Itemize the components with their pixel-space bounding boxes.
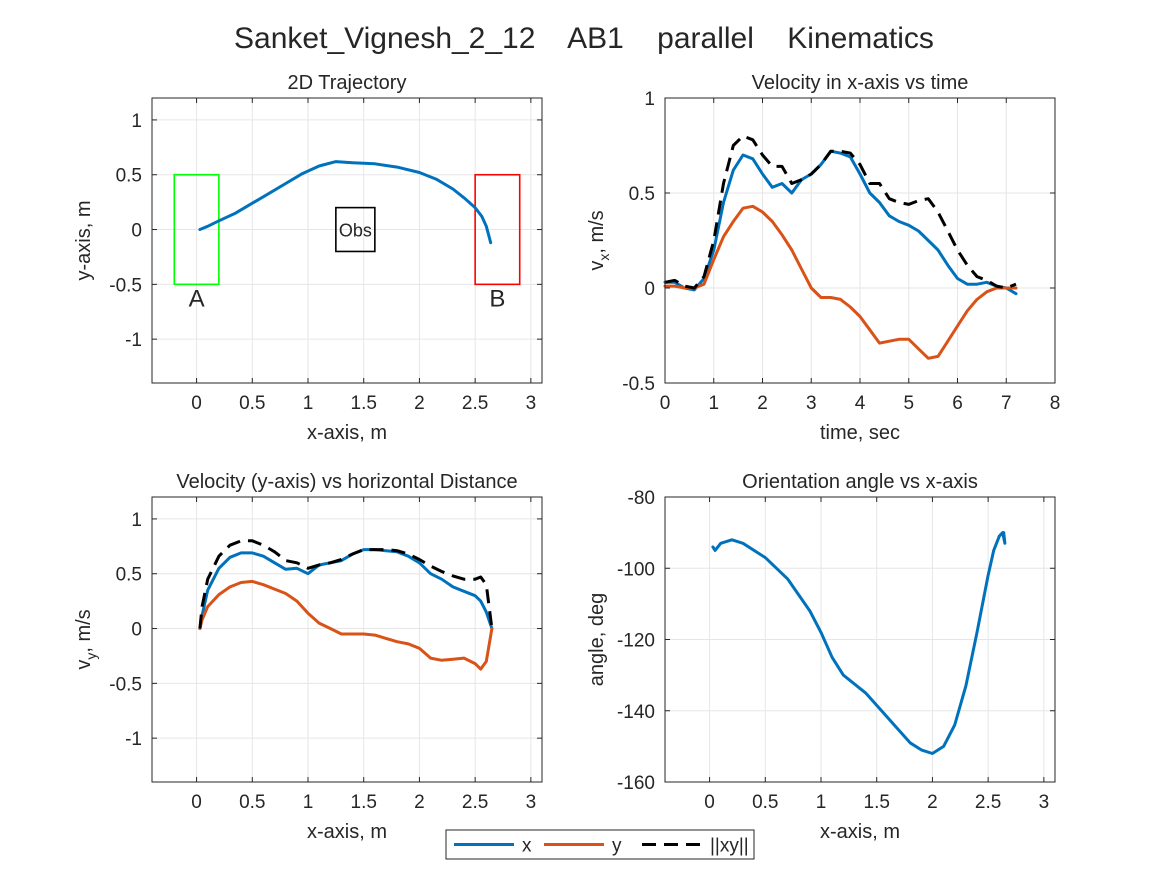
velocity-y-axes: 0 0.5 1 1.5 2 2.5 3 -1 -0.5 0 0.5 1 Velocity (y-axis… xyxy=(73,471,543,843)
legend-label-0: x xyxy=(522,836,532,857)
obstacle-label: Obs xyxy=(339,221,372,241)
axes-title: 2D Trajectory xyxy=(288,72,407,94)
x-tick-label: 3 xyxy=(806,393,817,414)
x-tick-label: 1.5 xyxy=(351,792,377,813)
y-tick-label: -120 xyxy=(617,631,655,652)
x-tick-label: 0.5 xyxy=(239,393,265,414)
x-tick-label: 2.5 xyxy=(462,792,488,813)
x-tick-label: 1.5 xyxy=(864,792,890,813)
x-tick-label: 3 xyxy=(526,393,537,414)
series-line-x xyxy=(198,548,494,630)
y-tick-label: -1 xyxy=(125,729,142,750)
x-tick-label: 2 xyxy=(757,393,768,414)
y-axis-label: vy, m/s xyxy=(73,609,99,669)
x-tick-label: 5 xyxy=(903,393,914,414)
x-tick-label: 2.5 xyxy=(462,393,488,414)
series-line-x xyxy=(198,160,493,245)
goal-zone-B-rect xyxy=(474,173,521,286)
x-tick-label: 1 xyxy=(816,792,827,813)
start-zone-A-label: A xyxy=(189,285,205,312)
x-tick-label: 0 xyxy=(191,393,202,414)
series-line-x xyxy=(663,149,1018,296)
x-tick-label: 0 xyxy=(191,792,202,813)
y-tick-label: 1 xyxy=(131,510,142,531)
x-tick-label: 0 xyxy=(704,792,715,813)
y-tick-label: -0.5 xyxy=(622,374,655,395)
series-line-xy xyxy=(664,134,1017,290)
y-tick-label: 0 xyxy=(131,620,142,641)
axes-title: Orientation angle vs x-axis xyxy=(742,471,978,493)
obstacle-rect xyxy=(335,206,376,253)
y-axis-label: angle, deg xyxy=(586,593,608,686)
x-tick-label: 1 xyxy=(708,393,719,414)
y-axis-label: vx, m/s xyxy=(586,210,612,270)
y-tick-label: 0.5 xyxy=(629,184,655,205)
x-tick-label: 0 xyxy=(660,393,671,414)
series-line-y xyxy=(663,204,1018,360)
y-tick-label: -80 xyxy=(628,488,655,509)
legend-label-2: ||xy|| xyxy=(710,836,749,857)
x-tick-label: 2 xyxy=(414,393,425,414)
y-tick-label: 1 xyxy=(131,111,142,132)
y-tick-label: -160 xyxy=(617,773,655,794)
legend-label-1: y xyxy=(612,836,622,857)
x-tick-label: 1.5 xyxy=(351,393,377,414)
axes-title: Velocity (y-axis) vs horizontal Distance xyxy=(176,471,517,493)
x-tick-label: 7 xyxy=(1001,393,1012,414)
x-tick-label: 3 xyxy=(526,792,537,813)
x-axis-label: x-axis, m xyxy=(307,821,387,843)
x-axis-label: x-axis, m xyxy=(307,422,387,444)
orientation-angle-axes: 0 0.5 1 1.5 2 2.5 3 -160 -140 -120 -100 -80 Orientat… xyxy=(586,471,1056,843)
x-tick-label: 2 xyxy=(414,792,425,813)
series-line-y xyxy=(198,579,494,671)
y-tick-label: 0.5 xyxy=(116,565,142,586)
series-line-xy xyxy=(198,539,494,629)
series-line-x xyxy=(711,531,1007,755)
y-tick-label: 1 xyxy=(644,89,655,110)
x-axis-label: x-axis, m xyxy=(820,821,900,843)
y-tick-label: -140 xyxy=(617,702,655,723)
x-tick-label: 3 xyxy=(1039,792,1050,813)
y-tick-label: 0 xyxy=(644,279,655,300)
trajectory-axes: A B Obs 0 0.5 1 1.5 2 2.5 3 -1 -0.5 0 0.5 1 2D Trajecto… xyxy=(73,72,543,444)
y-tick-label: -1 xyxy=(125,330,142,351)
axes-frame xyxy=(151,97,543,384)
goal-zone-B-label: B xyxy=(489,285,505,312)
y-tick-label: -100 xyxy=(617,559,655,580)
y-tick-label: 0 xyxy=(131,221,142,242)
y-tick-label: -0.5 xyxy=(109,275,142,296)
x-tick-label: 6 xyxy=(952,393,963,414)
x-tick-label: 0.5 xyxy=(239,792,265,813)
start-zone-A-rect xyxy=(173,173,220,286)
y-tick-label: 0.5 xyxy=(116,166,142,187)
x-tick-label: 1 xyxy=(303,792,314,813)
y-tick-label: -0.5 xyxy=(109,674,142,695)
x-tick-label: 4 xyxy=(855,393,866,414)
x-tick-label: 0.5 xyxy=(752,792,778,813)
legend: x y ||xy|| xyxy=(445,829,755,860)
figure-title: Sanket_Vignesh_2_12 AB1 parallel Kinemat… xyxy=(234,22,934,55)
y-axis-label: y-axis, m xyxy=(73,201,95,281)
x-tick-label: 2.5 xyxy=(975,792,1001,813)
x-axis-label: time, sec xyxy=(820,422,900,444)
axes-title: Velocity in x-axis vs time xyxy=(752,72,969,94)
axes-frame xyxy=(151,496,543,783)
x-tick-label: 8 xyxy=(1050,393,1061,414)
x-tick-label: 1 xyxy=(303,393,314,414)
x-tick-label: 2 xyxy=(927,792,938,813)
